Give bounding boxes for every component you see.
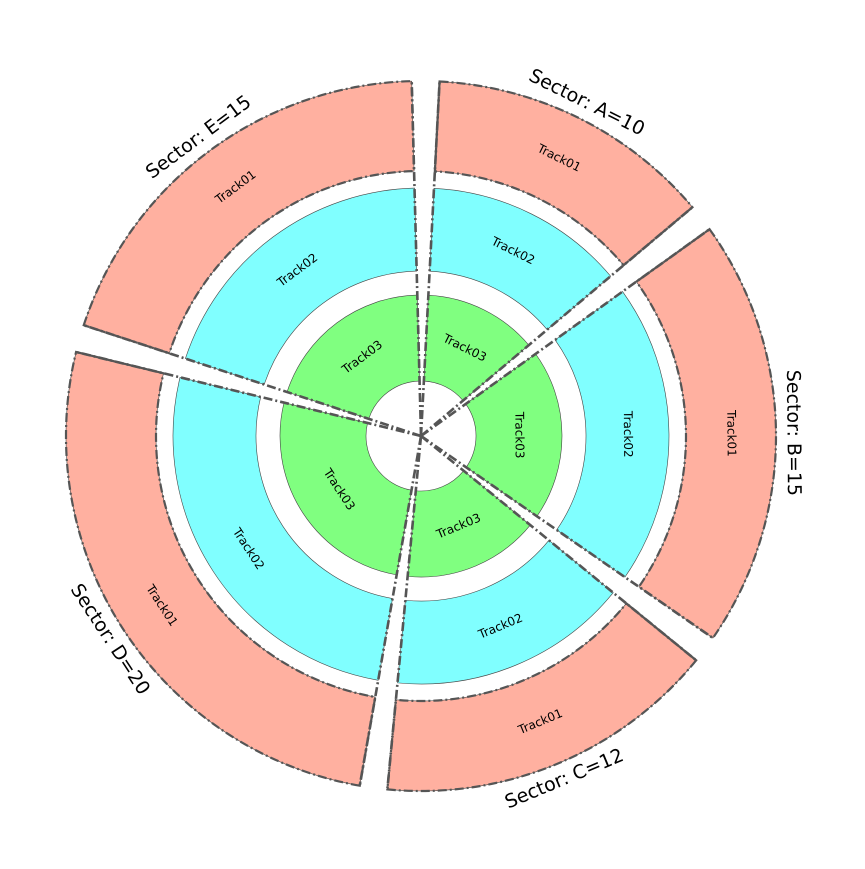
track-2-sector-a: [429, 188, 612, 331]
center-link-c-1: [386, 435, 423, 790]
track-2-sector-e: [185, 187, 417, 385]
center-link-d-0: [358, 435, 423, 786]
tracks-layer: [65, 80, 777, 792]
center-link-a-1: [420, 206, 694, 437]
track-1-sector-e: [83, 80, 415, 354]
track-3-sector-c: [407, 470, 531, 578]
center-link-c-0: [420, 434, 697, 662]
track-3-sector-e: [286, 294, 420, 420]
track-3-sector-b: [465, 353, 563, 517]
sector-outline-a: [433, 80, 694, 267]
track-2-sector-d: [172, 376, 393, 681]
track-label-3-b: Track03: [512, 411, 526, 459]
center-link-e-0: [83, 323, 422, 438]
center-link-b-0: [420, 228, 711, 438]
sector-outline-c: [386, 601, 698, 793]
track-2-sector-c: [397, 539, 614, 685]
track-2-sector-b: [554, 291, 670, 578]
track-1-sector-b: [635, 228, 777, 639]
center-links: [75, 81, 714, 790]
center-link-b-1: [420, 434, 714, 640]
center-link-e-1: [410, 81, 423, 437]
track-3-sector-d: [279, 402, 412, 576]
sector-label-b: Sector: B=15: [782, 370, 805, 497]
track-label-2-b: Track02: [621, 410, 635, 458]
center-link-a-0: [419, 81, 441, 437]
center-link-d-1: [75, 350, 422, 438]
track-1-sector-d: [65, 351, 376, 787]
track-label-1-b: Track01: [724, 409, 738, 457]
sector-outlines: [64, 79, 778, 793]
